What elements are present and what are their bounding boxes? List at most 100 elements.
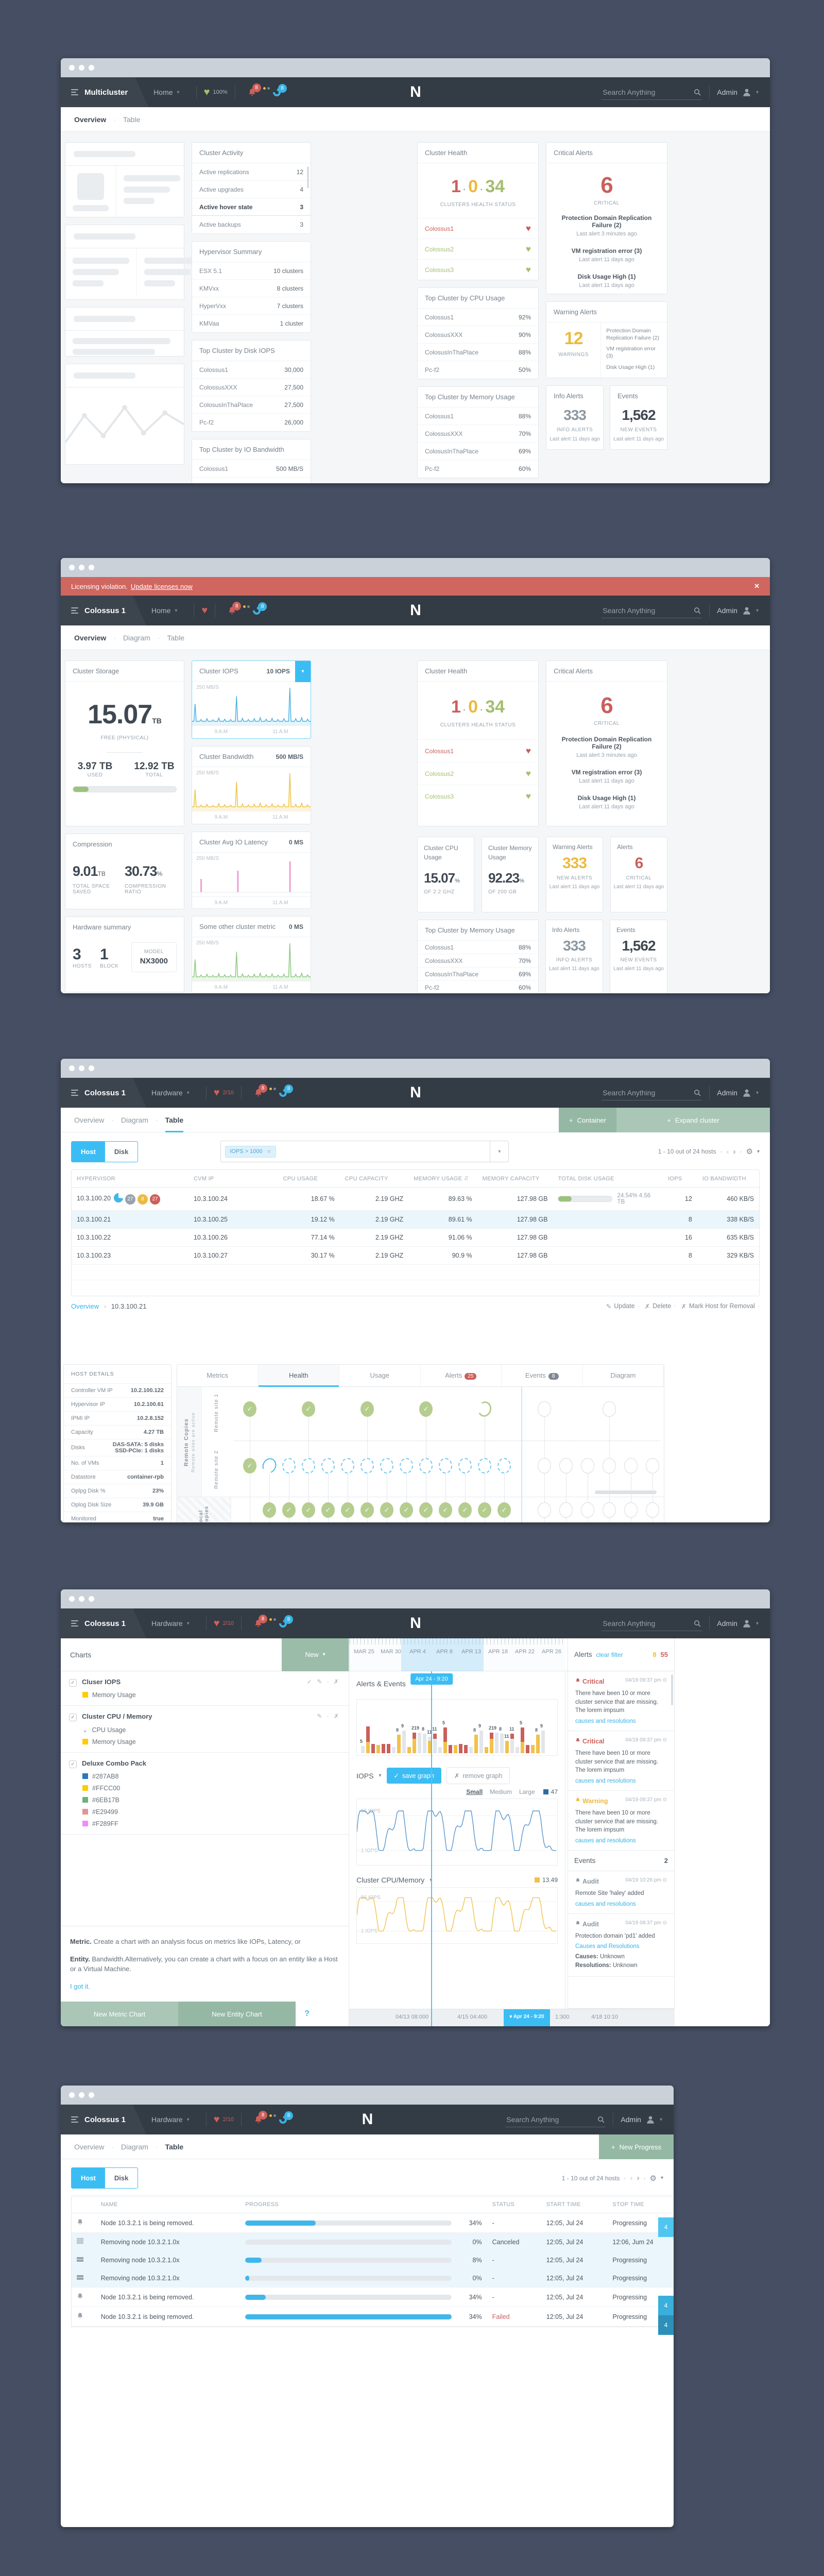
list-item[interactable]: Colossus1 500 MB/S [192,460,311,478]
causes-link[interactable]: causes and resolutions [575,1718,636,1725]
histogram-bar[interactable]: 21 [411,1725,417,1753]
page-next-icon[interactable]: › [733,1147,736,1156]
histogram-bar[interactable]: 11 [427,1730,432,1753]
admin-menu[interactable]: Admin ▾ [717,1089,759,1097]
histogram-bar[interactable]: 11 [509,1726,514,1753]
task-count-badge[interactable]: 4 [658,2217,674,2237]
new-metric-chart-button[interactable]: New Metric Chart [61,2002,178,2026]
snapshot-future-icon[interactable] [603,1458,616,1473]
histogram-bar[interactable] [526,1745,529,1753]
scrubber-tooltip[interactable]: Apr 24 - 9:20 [410,1673,453,1685]
chart-dropdown-button[interactable]: ▾ [295,661,311,682]
snapshot-running-icon[interactable] [260,1455,279,1476]
search-input[interactable]: Search Anything [505,2112,606,2127]
scrubber-line[interactable] [431,1671,432,2026]
alerts-events-histogram[interactable]: 5 8 9 21 9 8 11 11 5 8 9 21 9 8 11 11 5 8 9 [356,1699,558,1756]
histogram-bar[interactable] [376,1745,380,1753]
histogram-bar[interactable]: 9 [401,1723,406,1753]
new-progress-button[interactable]: + New Progress [599,2134,674,2159]
nav-menu[interactable]: Hardware ▾ [151,1089,190,1097]
update-licenses-link[interactable]: Update licenses now [130,582,193,590]
list-item[interactable]: ColosusInThaPlace 69% [418,968,538,981]
cluster-switcher[interactable]: Colossus 1 [61,1078,146,1108]
histogram-bar[interactable] [464,1745,468,1753]
snapshot-future-icon[interactable] [603,1401,616,1417]
alert-item[interactable]: Disk Usage High (1) Last alert 11 days ag… [577,273,636,289]
panel-tab[interactable]: Diagram [582,1365,664,1386]
list-item[interactable]: Active replications 12 [192,163,311,181]
task-row[interactable]: Removing node 10.3.2.1.0x 8% - 12:05, Ju… [72,2251,674,2269]
col-memory-usage[interactable]: MEMORY USAGE ⇵ [408,1170,477,1188]
search-input[interactable]: Search Anything [602,85,702,100]
admin-menu[interactable]: Admin ▾ [717,1619,759,1628]
snapshot-complete-icon[interactable]: ✓ [478,1502,491,1518]
histogram-bar[interactable]: 9 [478,1723,483,1753]
mini-timeline[interactable]: 04/13 08:000 4/15 04:400 ⏸ Apr 24 - 9:20… [349,2009,675,2026]
search-input[interactable]: Search Anything [602,1616,702,1631]
tab-overview[interactable]: Overview [74,633,107,642]
warning-item[interactable]: Protection Domain Replication Failure (2… [606,328,660,341]
alerts-bell-icon[interactable]: 8 [254,1083,277,1097]
snapshot-future-icon[interactable] [603,1502,616,1518]
horizontal-scrollbar[interactable] [595,1490,657,1494]
panel-tab[interactable]: Usage [339,1365,421,1386]
snapshot-running-icon[interactable] [476,1400,493,1418]
snapshot-future-icon[interactable] [538,1458,551,1473]
cluster-health-row[interactable]: Colossus2 ♥ [418,762,538,785]
cluster-health-row[interactable]: Colossus1 ♥ [418,218,538,239]
host-row[interactable]: 10.3.100.20 27 8 27 10.3.100.24 18.67 % 2.1… [72,1187,759,1211]
task-row[interactable]: Removing node 10.3.2.1.0x 0% Canceled 12… [72,2232,674,2251]
tab-overview[interactable]: Overview [74,2142,105,2151]
snapshot-scheduled-icon[interactable] [439,1458,452,1473]
alerts-bell-icon[interactable]: 8 [254,1614,277,1628]
new-entity-chart-button[interactable]: New Entity Chart [178,2002,296,2026]
histogram-bar[interactable] [407,1747,411,1753]
cluster-switcher[interactable]: Multicluster [61,77,148,107]
histogram-bar[interactable] [438,1747,442,1753]
filter-input[interactable]: IOPS > 1000 ✕ ▾ [220,1141,509,1162]
col-memory-capacity[interactable]: MEMORY CAPACITY [477,1170,553,1188]
alerts-bell-icon[interactable]: 8 [254,2110,277,2124]
cluster-switcher[interactable]: Colossus 1 [61,1608,146,1638]
histogram-bar[interactable]: 11 [432,1726,437,1753]
histogram-bar[interactable] [387,1744,390,1753]
list-item[interactable]: Colossus1 88% [418,408,538,425]
histogram-bar[interactable]: 5 [520,1720,524,1753]
checkbox-icon[interactable]: ✓ [69,1760,77,1768]
list-item[interactable]: Active upgrades 4 [192,181,311,198]
tasks-icon[interactable]: 8 [277,1615,294,1629]
snapshot-future-icon[interactable] [538,1401,551,1417]
alert-item[interactable]: VM registration error (3) Last alert 11 d… [571,247,642,263]
alert-item[interactable]: Protection Domain Replication Failure (2… [561,214,652,237]
snapshot-complete-icon[interactable]: ✓ [419,1502,433,1518]
snapshot-complete-icon[interactable]: ✓ [380,1502,393,1518]
list-item[interactable]: ColossusXXX 70% [418,425,538,443]
panel-tab[interactable]: Health [258,1365,339,1387]
list-item[interactable]: Pc-f2 60% [425,465,531,472]
histogram-bar[interactable]: 8 [396,1727,401,1753]
nav-menu[interactable]: Hardware ▾ [151,1619,190,1628]
snapshot-future-icon[interactable] [581,1502,594,1518]
tab-table[interactable]: Table [165,2142,184,2151]
alert-item[interactable]: VM registration error (3) Last alert 11 d… [571,769,642,784]
admin-menu[interactable]: Admin ▾ [717,88,759,96]
col-io-bandwidth[interactable]: IO BANDWIDTH [697,1170,759,1188]
snapshot-scheduled-icon[interactable] [360,1458,374,1473]
histogram-bar[interactable] [469,1747,473,1753]
cluster-health-row[interactable]: Colossus1 ♥ [418,739,538,762]
chart-series-label[interactable]: Memory Usage [69,1738,340,1745]
task-row[interactable]: Removing node 10.3.2.1.0x 0% - 12:05, Ju… [72,2269,674,2287]
histogram-bar[interactable]: 9 [540,1723,545,1753]
admin-menu[interactable]: Admin ▾ [621,2115,662,2124]
size-option[interactable]: Large [519,1788,535,1795]
window-dot[interactable] [89,65,94,71]
histogram-bar[interactable] [516,1747,519,1753]
histogram-bar[interactable] [485,1747,488,1753]
cluster-health-row[interactable]: Colossus3 ♥ [418,785,538,807]
snapshot-future-icon[interactable] [559,1458,573,1473]
histogram-bar[interactable]: 8 [535,1727,540,1753]
snapshot-future-icon[interactable] [581,1458,594,1473]
row-action[interactable]: ✗ Mark Host for Removal · [681,1302,760,1310]
window-dot[interactable] [79,65,84,71]
list-item[interactable]: ColosusInThaPlace 27,500 [192,396,311,414]
